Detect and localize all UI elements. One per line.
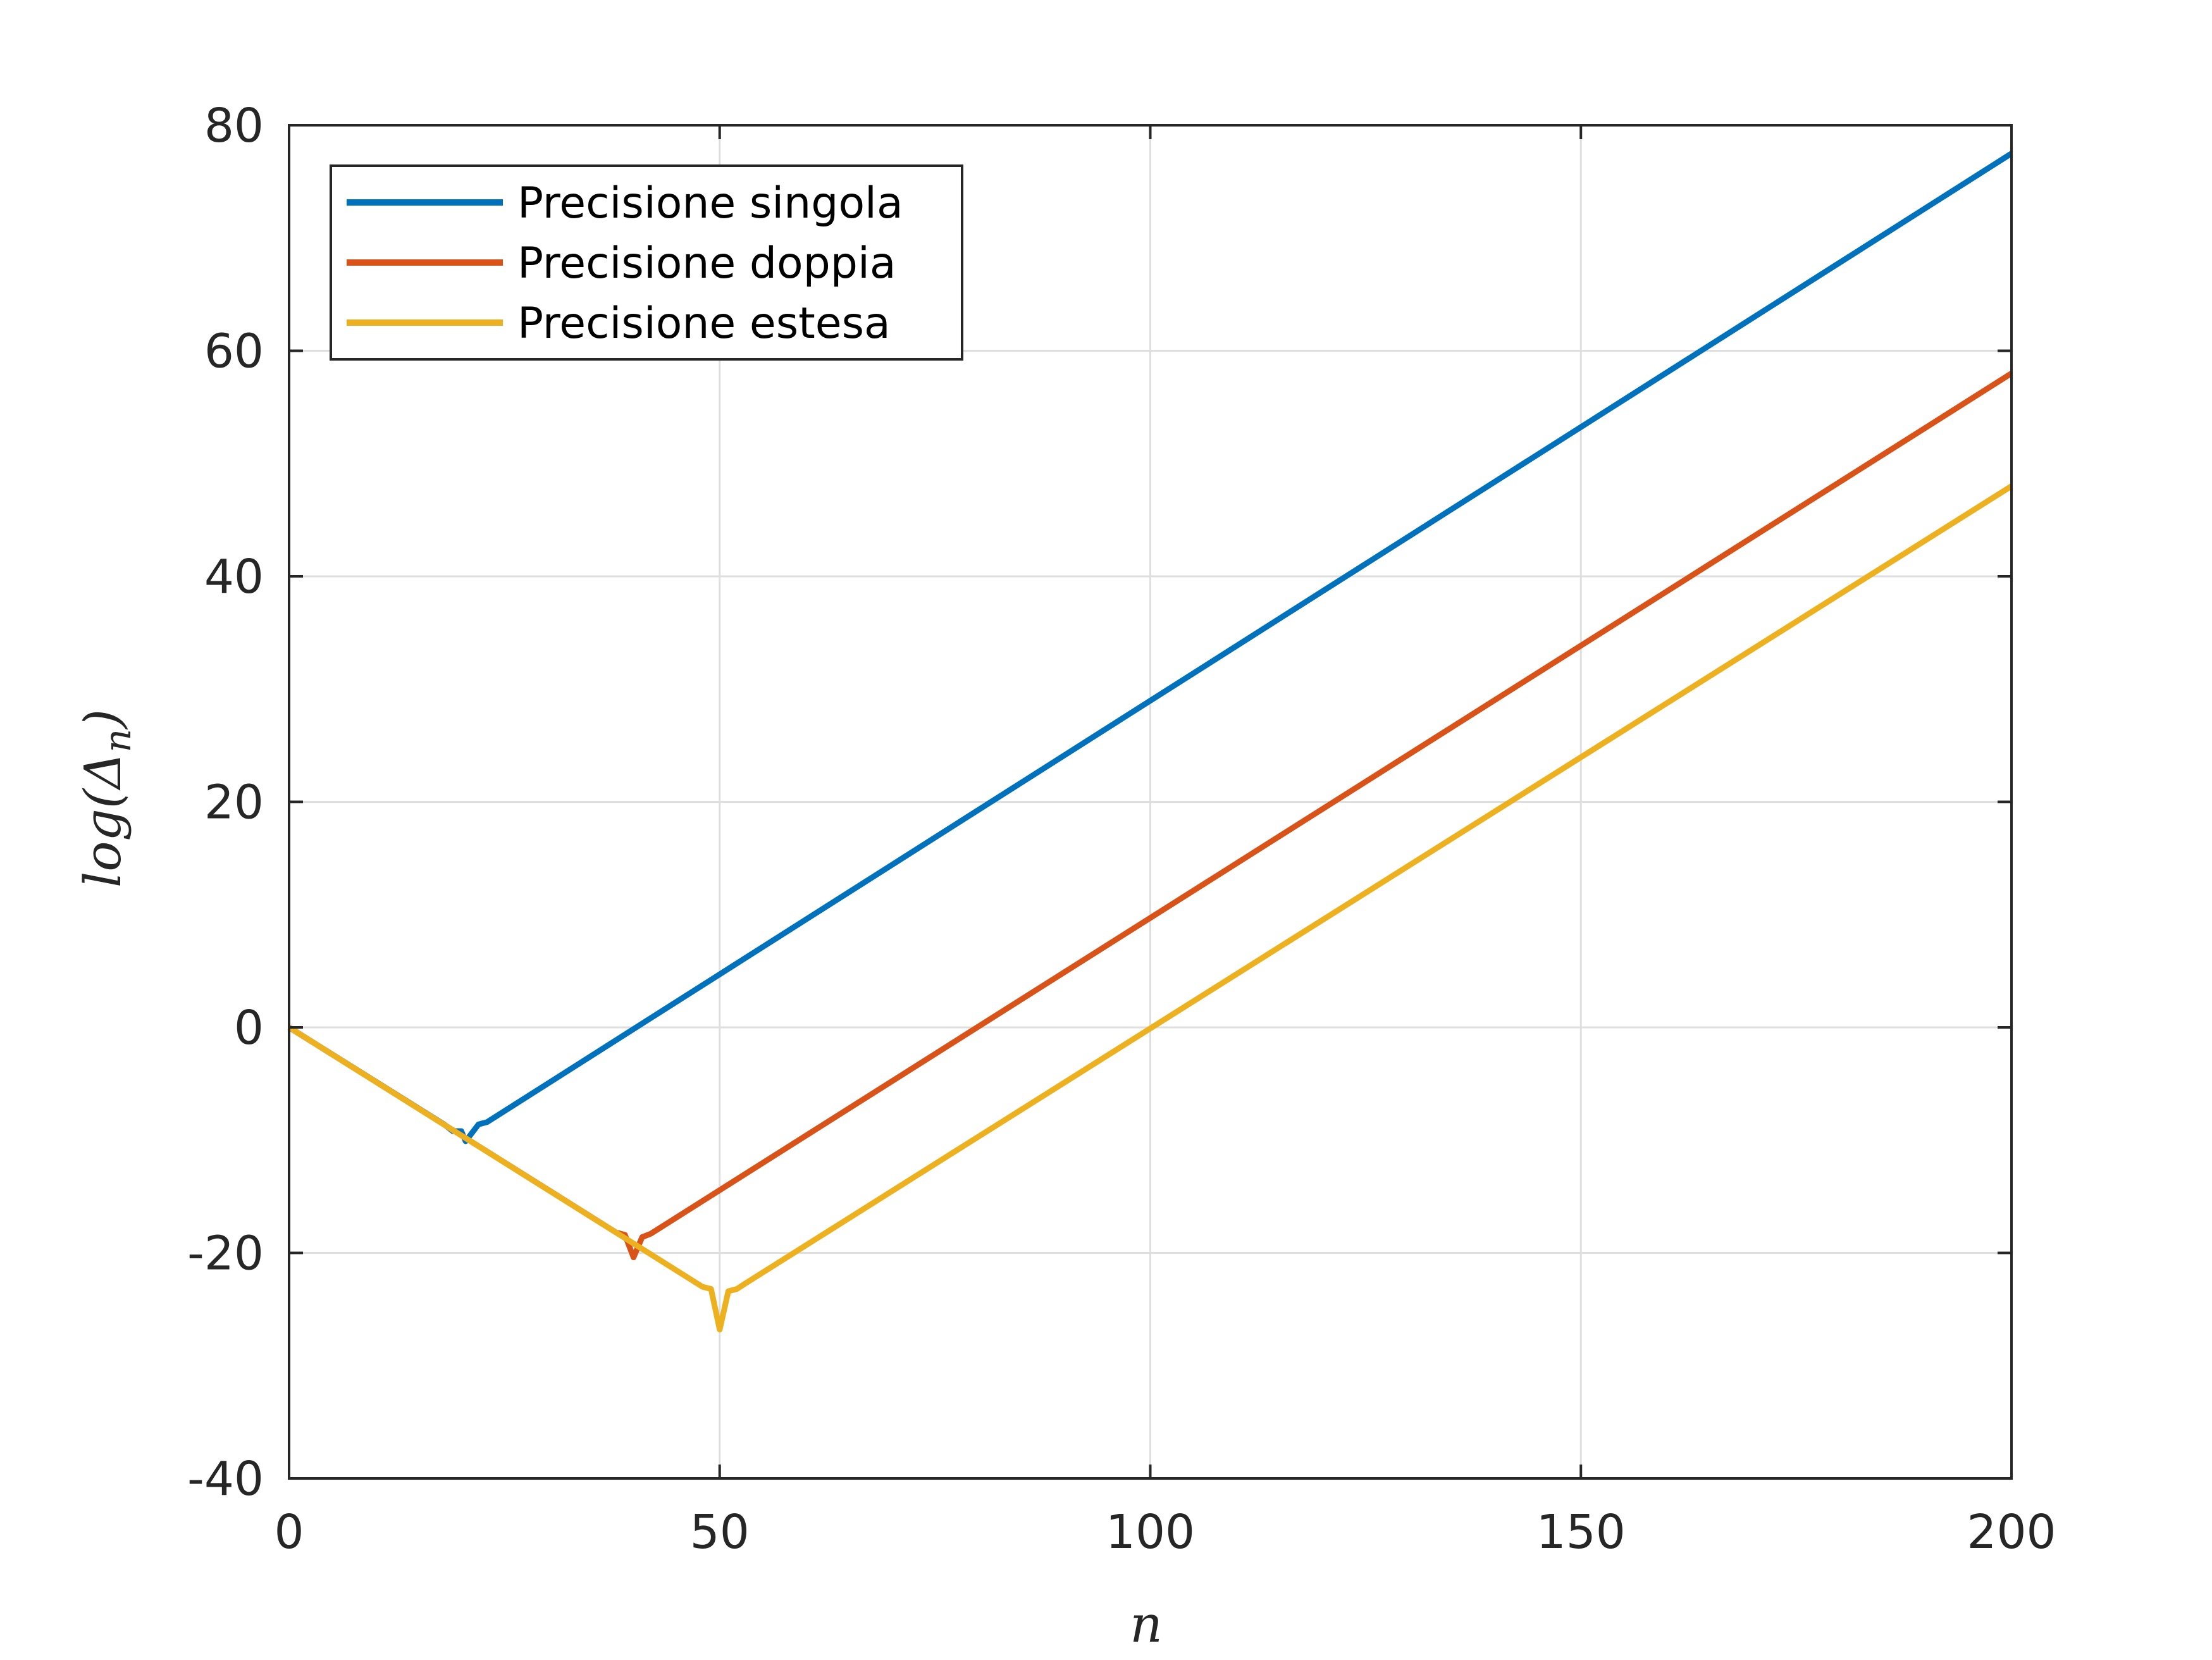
x-tick-label: 50 bbox=[690, 1505, 750, 1559]
y-tick-label: -20 bbox=[187, 1227, 264, 1281]
x-axis-ticks: 0 50 100 150 200 bbox=[274, 125, 2056, 1559]
legend: Precisione singola Precisione doppia Preci… bbox=[330, 164, 963, 361]
y-axis-label-subscript: n bbox=[96, 729, 139, 752]
x-tick-label: 100 bbox=[1106, 1505, 1195, 1559]
y-tick-label: 20 bbox=[204, 776, 264, 830]
y-tick-label: 60 bbox=[204, 325, 264, 379]
y-tick-label: 0 bbox=[234, 1001, 264, 1055]
y-axis-label-main: log(Δ bbox=[73, 752, 132, 888]
y-tick-label: 40 bbox=[204, 550, 264, 604]
legend-label-3: Precisione estesa bbox=[517, 299, 891, 349]
y-tick-label: -40 bbox=[187, 1452, 264, 1506]
x-tick-label: 0 bbox=[274, 1505, 304, 1559]
y-axis-label: log(Δn) bbox=[73, 709, 139, 888]
x-axis-label: n bbox=[1130, 1595, 1163, 1654]
y-axis-label-close: ) bbox=[73, 709, 132, 730]
legend-label-2: Precisione doppia bbox=[517, 238, 896, 288]
series-lines bbox=[287, 151, 2013, 1333]
y-axis-ticks: -40 -20 0 20 40 60 80 bbox=[187, 99, 2011, 1506]
x-tick-label: 150 bbox=[1536, 1505, 1626, 1559]
series-line-3 bbox=[287, 483, 2013, 1333]
x-tick-label: 200 bbox=[1967, 1505, 2056, 1559]
legend-label-1: Precisione singola bbox=[517, 178, 903, 228]
y-tick-label: 80 bbox=[204, 99, 264, 153]
